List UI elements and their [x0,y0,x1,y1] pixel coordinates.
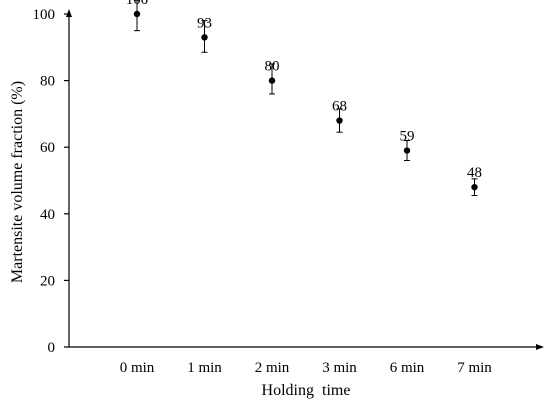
x-tick-label: 0 min [120,360,155,376]
x-axis-label: Holding time [262,382,351,399]
data-points [133,10,478,191]
data-point [403,147,411,154]
data-label: 59 [400,129,415,145]
y-axis-arrow [66,9,72,17]
data-point [336,117,343,124]
y-tick-label: 40 [40,207,55,223]
data-label: 68 [332,99,347,115]
data-label: 80 [265,59,280,75]
x-tick-label: 7 min [457,360,492,376]
x-tick-label: 1 min [187,360,222,376]
data-point [133,10,141,18]
x-tick-label: 3 min [322,360,357,376]
data-label: 48 [467,165,482,181]
y-tick-label: 0 [48,340,56,356]
y-tick-label: 80 [40,74,55,90]
error-bars [134,0,478,196]
data-labels: 100 93 80 68 59 48 [126,0,482,181]
data-label: 100 [126,0,149,8]
x-axis-arrow [536,344,544,350]
y-ticks: 0 20 40 60 80 100 [33,7,69,356]
data-point [471,183,478,191]
y-tick-label: 60 [40,140,55,156]
x-tick-label: 2 min [255,360,290,376]
y-axis-label: Martensite volume fraction (%) [9,81,26,283]
x-tick-labels: 0 min 1 min 2 min 3 min 6 min 7 min [120,360,493,376]
y-tick-label: 20 [40,273,55,289]
data-point [268,77,276,84]
y-tick-label: 100 [33,7,56,23]
data-point [201,34,208,41]
x-tick-label: 6 min [390,360,425,376]
data-label: 93 [197,15,212,31]
